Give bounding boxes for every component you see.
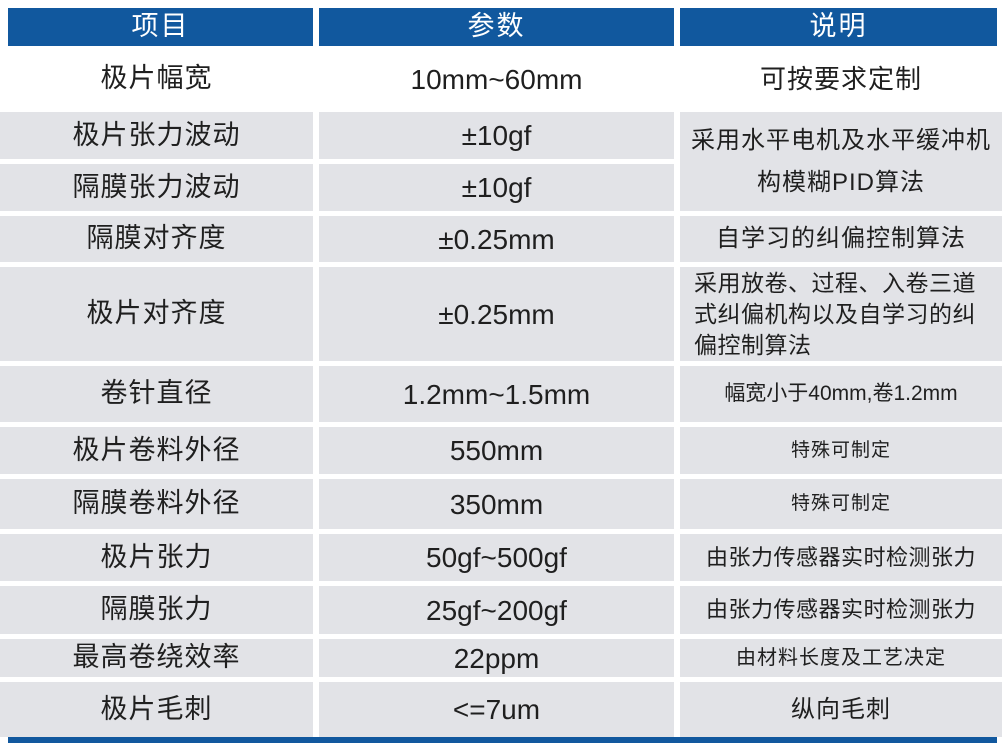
param-cell: 350mm [319, 479, 674, 529]
param-cell: 550mm [319, 427, 674, 474]
param-cell: 10mm~60mm [319, 51, 674, 107]
param-cell: ±0.25mm [319, 216, 674, 262]
param-cell: 50gf~500gf [319, 534, 674, 581]
header-cell-param: 参数 [319, 8, 674, 46]
param-cell: 25gf~200gf [319, 586, 674, 634]
item-cell: 隔膜张力波动 [0, 164, 313, 211]
desc-cell: 采用放卷、过程、入卷三道式纠偏机构以及自学习的纠偏控制算法 [680, 267, 1002, 361]
item-cell: 隔膜对齐度 [0, 216, 313, 262]
header-cell-item: 项目 [0, 8, 313, 46]
desc-cell: 由张力传感器实时检测张力 [680, 586, 1002, 634]
item-cell: 极片张力波动 [0, 112, 313, 159]
param-cell: ±0.25mm [319, 267, 674, 361]
item-cell: 极片幅宽 [0, 51, 313, 107]
param-cell: 22ppm [319, 639, 674, 677]
desc-cell: 可按要求定制 [680, 51, 1002, 107]
item-cell: 极片对齐度 [0, 267, 313, 361]
desc-cell: 特殊可制定 [680, 479, 1002, 529]
param-cell: ±10gf [319, 112, 674, 159]
desc-cell: 由材料长度及工艺决定 [680, 639, 1002, 677]
desc-cell-merged: 采用水平电机及水平缓冲机构模糊PID算法 [680, 112, 1002, 211]
desc-cell: 纵向毛刺 [680, 682, 1002, 737]
param-cell: ±10gf [319, 164, 674, 211]
item-cell: 隔膜张力 [0, 586, 313, 634]
desc-cell: 幅宽小于40mm,卷1.2mm [680, 366, 1002, 422]
item-cell: 最高卷绕效率 [0, 639, 313, 677]
item-cell: 极片张力 [0, 534, 313, 581]
item-cell: 隔膜卷料外径 [0, 479, 313, 529]
item-cell: 极片卷料外径 [0, 427, 313, 474]
param-cell: <=7um [319, 682, 674, 737]
desc-cell: 特殊可制定 [680, 427, 1002, 474]
header-cell-desc: 说明 [680, 8, 1002, 46]
desc-cell: 由张力传感器实时检测张力 [680, 534, 1002, 581]
desc-cell: 自学习的纠偏控制算法 [680, 216, 1002, 262]
item-cell: 极片毛刺 [0, 682, 313, 737]
param-cell: 1.2mm~1.5mm [319, 366, 674, 422]
bottom-accent-bar [8, 737, 997, 743]
item-cell: 卷针直径 [0, 366, 313, 422]
